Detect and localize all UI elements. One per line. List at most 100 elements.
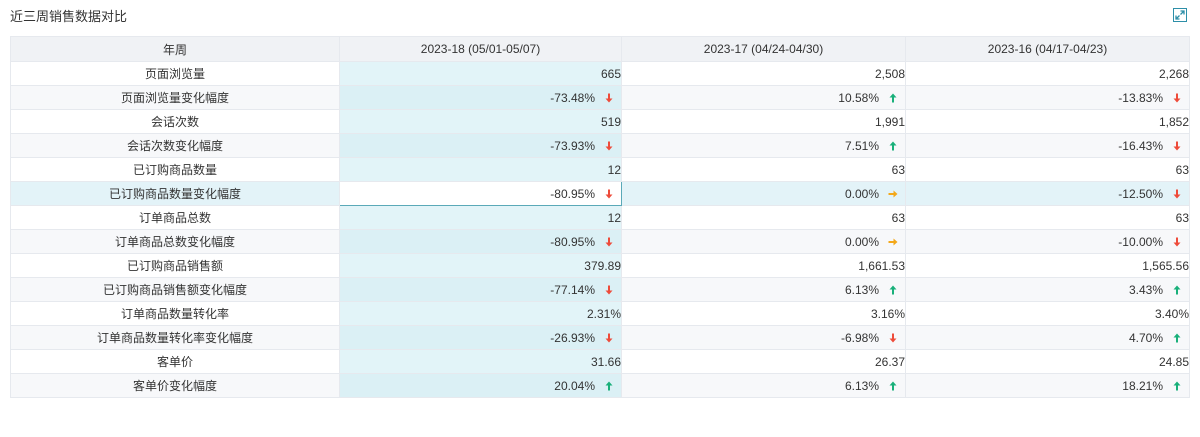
cell-value: 18.21% bbox=[1122, 378, 1163, 393]
table-cell[interactable]: 4.70% bbox=[905, 325, 1190, 350]
table-row[interactable]: 已订购商品销售额变化幅度 -77.14% 6.13% 3.43% bbox=[10, 277, 1190, 302]
table-cell[interactable]: 63 bbox=[905, 205, 1190, 230]
table-cell[interactable]: 6.13% bbox=[621, 277, 906, 302]
table-cell[interactable]: 12 bbox=[339, 157, 622, 182]
cell-value: 31.66 bbox=[590, 354, 621, 369]
arrow-up-icon bbox=[603, 380, 615, 392]
row-label: 客单价变化幅度 bbox=[10, 373, 340, 398]
arrow-down-icon bbox=[603, 140, 615, 152]
table-row[interactable]: 已订购商品数量 12 63 63 bbox=[10, 157, 1190, 182]
cell-value: 6.13% bbox=[844, 282, 879, 297]
table-header-row: 年周 2023-18 (05/01-05/07) 2023-17 (04/24-… bbox=[10, 36, 1190, 62]
table-row[interactable]: 已订购商品数量变化幅度 -80.95% 0.00% -12.50% bbox=[10, 181, 1190, 206]
table-cell[interactable]: 3.43% bbox=[905, 277, 1190, 302]
table-cell[interactable]: 63 bbox=[621, 157, 906, 182]
table-cell[interactable]: -10.00% bbox=[905, 229, 1190, 254]
cell-value: 26.37 bbox=[874, 354, 905, 369]
table-cell[interactable]: 3.40% bbox=[905, 301, 1190, 326]
table-cell[interactable]: -16.43% bbox=[905, 133, 1190, 158]
table-cell[interactable]: 63 bbox=[905, 157, 1190, 182]
table-cell[interactable]: -13.83% bbox=[905, 85, 1190, 110]
row-label: 订单商品数量转化率变化幅度 bbox=[10, 325, 340, 350]
table-cell[interactable]: -80.95% bbox=[339, 229, 622, 254]
table-row[interactable]: 会话次数变化幅度 -73.93% 7.51% -16.43% bbox=[10, 133, 1190, 158]
table-cell[interactable]: 0.00% bbox=[621, 229, 906, 254]
table-cell[interactable]: 18.21% bbox=[905, 373, 1190, 398]
arrow-up-icon bbox=[887, 92, 899, 104]
table-cell[interactable]: -26.93% bbox=[339, 325, 622, 350]
row-label: 订单商品数量转化率 bbox=[10, 301, 340, 326]
table-cell[interactable]: 63 bbox=[621, 205, 906, 230]
table-row[interactable]: 客单价 31.66 26.37 24.85 bbox=[10, 349, 1190, 374]
arrow-up-icon bbox=[887, 140, 899, 152]
table-row[interactable]: 订单商品数量转化率 2.31% 3.16% 3.40% bbox=[10, 301, 1190, 326]
arrow-down-icon bbox=[603, 92, 615, 104]
cell-value: 379.89 bbox=[584, 258, 621, 273]
row-label: 已订购商品数量 bbox=[10, 157, 340, 182]
cell-value: 1,991 bbox=[874, 114, 905, 129]
table-cell[interactable]: -73.48% bbox=[339, 85, 622, 110]
table-cell[interactable]: -12.50% bbox=[905, 181, 1190, 206]
arrow-down-icon bbox=[1171, 236, 1183, 248]
cell-value: -6.98% bbox=[840, 330, 879, 345]
cell-value: 519 bbox=[600, 114, 621, 129]
cell-value: 20.04% bbox=[554, 378, 595, 393]
table-cell[interactable]: 26.37 bbox=[621, 349, 906, 374]
table-cell[interactable]: 379.89 bbox=[339, 253, 622, 278]
cell-value: 3.43% bbox=[1128, 282, 1163, 297]
cell-value: 10.58% bbox=[838, 90, 879, 105]
table-cell[interactable]: 10.58% bbox=[621, 85, 906, 110]
row-label: 已订购商品销售额 bbox=[10, 253, 340, 278]
table-cell[interactable]: 3.16% bbox=[621, 301, 906, 326]
table-cell[interactable]: 665 bbox=[339, 61, 622, 86]
cell-value: 7.51% bbox=[844, 138, 879, 153]
table-cell[interactable]: 24.85 bbox=[905, 349, 1190, 374]
table-cell[interactable]: 2.31% bbox=[339, 301, 622, 326]
cell-value: -12.50% bbox=[1118, 186, 1163, 201]
cell-value: 6.13% bbox=[844, 378, 879, 393]
table-row[interactable]: 页面浏览量 665 2,508 2,268 bbox=[10, 61, 1190, 86]
table-cell[interactable]: 6.13% bbox=[621, 373, 906, 398]
table-cell[interactable]: 20.04% bbox=[339, 373, 622, 398]
table-row[interactable]: 已订购商品销售额 379.89 1,661.53 1,565.56 bbox=[10, 253, 1190, 278]
cell-value: 1,661.53 bbox=[858, 258, 905, 273]
expand-icon[interactable] bbox=[1173, 8, 1187, 22]
table-cell[interactable]: 31.66 bbox=[339, 349, 622, 374]
cell-value: -73.48% bbox=[550, 90, 595, 105]
cell-value: 12 bbox=[607, 162, 621, 177]
table-cell[interactable]: 1,991 bbox=[621, 109, 906, 134]
header-week-2023-16: 2023-16 (04/17-04/23) bbox=[905, 36, 1190, 62]
table-row[interactable]: 页面浏览量变化幅度 -73.48% 10.58% -13.83% bbox=[10, 85, 1190, 110]
table-cell[interactable]: 1,852 bbox=[905, 109, 1190, 134]
table-cell[interactable]: 0.00% bbox=[621, 181, 906, 206]
table-cell[interactable]: 1,565.56 bbox=[905, 253, 1190, 278]
table-cell[interactable]: -6.98% bbox=[621, 325, 906, 350]
cell-value: -73.93% bbox=[550, 138, 595, 153]
cell-value: -26.93% bbox=[550, 330, 595, 345]
table-row[interactable]: 订单商品总数变化幅度 -80.95% 0.00% -10.00% bbox=[10, 229, 1190, 254]
table-cell[interactable]: 2,268 bbox=[905, 61, 1190, 86]
cell-value: -80.95% bbox=[550, 186, 595, 201]
table-row[interactable]: 会话次数 519 1,991 1,852 bbox=[10, 109, 1190, 134]
table-row[interactable]: 客单价变化幅度 20.04% 6.13% 18.21% bbox=[10, 373, 1190, 398]
row-label: 页面浏览量变化幅度 bbox=[10, 85, 340, 110]
table-row[interactable]: 订单商品数量转化率变化幅度 -26.93% -6.98% 4.70% bbox=[10, 325, 1190, 350]
table-row[interactable]: 订单商品总数 12 63 63 bbox=[10, 205, 1190, 230]
arrow-up-icon bbox=[887, 380, 899, 392]
cell-value: -13.83% bbox=[1118, 90, 1163, 105]
table-cell[interactable]: -77.14% bbox=[339, 277, 622, 302]
table-cell[interactable]: -73.93% bbox=[339, 133, 622, 158]
table-cell[interactable]: -80.95% bbox=[339, 181, 622, 206]
table-cell[interactable]: 7.51% bbox=[621, 133, 906, 158]
table-cell[interactable]: 1,661.53 bbox=[621, 253, 906, 278]
row-label: 客单价 bbox=[10, 349, 340, 374]
table-cell[interactable]: 12 bbox=[339, 205, 622, 230]
cell-value: -16.43% bbox=[1118, 138, 1163, 153]
table-cell[interactable]: 2,508 bbox=[621, 61, 906, 86]
row-label: 会话次数变化幅度 bbox=[10, 133, 340, 158]
arrow-right-icon bbox=[887, 188, 899, 200]
cell-value: -77.14% bbox=[550, 282, 595, 297]
table-cell[interactable]: 519 bbox=[339, 109, 622, 134]
row-label: 订单商品总数 bbox=[10, 205, 340, 230]
